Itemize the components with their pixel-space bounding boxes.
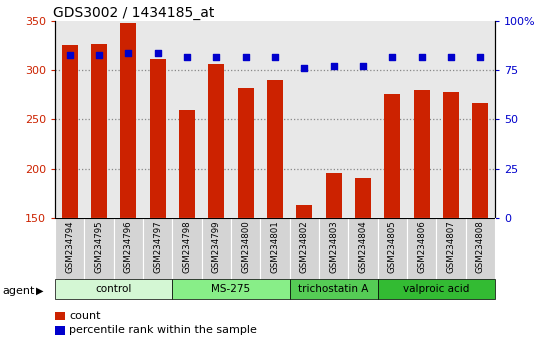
Point <box>212 54 221 59</box>
Bar <box>91 44 107 218</box>
Text: count: count <box>69 311 101 321</box>
Bar <box>378 279 495 299</box>
Text: GSM234799: GSM234799 <box>212 220 221 273</box>
Bar <box>378 218 407 280</box>
Bar <box>326 172 342 218</box>
Bar <box>238 88 254 218</box>
Text: GSM234803: GSM234803 <box>329 220 338 273</box>
Point <box>300 65 309 71</box>
Bar <box>120 23 136 218</box>
Bar <box>172 218 202 280</box>
Bar <box>348 218 378 280</box>
Point <box>476 54 485 59</box>
Text: GSM234795: GSM234795 <box>95 220 103 273</box>
Point <box>271 54 279 59</box>
Text: GDS3002 / 1434185_at: GDS3002 / 1434185_at <box>53 6 214 20</box>
Bar <box>114 218 143 280</box>
Bar <box>290 218 319 280</box>
Text: GSM234805: GSM234805 <box>388 220 397 273</box>
Bar <box>436 218 466 280</box>
Text: GSM234800: GSM234800 <box>241 220 250 273</box>
Point <box>95 52 103 57</box>
Point <box>417 54 426 59</box>
Text: GSM234807: GSM234807 <box>447 220 455 273</box>
Text: MS-275: MS-275 <box>211 284 251 294</box>
Bar <box>143 218 172 280</box>
Text: GSM234794: GSM234794 <box>65 220 74 273</box>
Text: ▶: ▶ <box>36 286 43 296</box>
Point <box>124 50 133 56</box>
Text: agent: agent <box>3 286 35 296</box>
Text: trichostatin A: trichostatin A <box>299 284 369 294</box>
Bar <box>384 94 400 218</box>
Text: GSM234801: GSM234801 <box>271 220 279 273</box>
Bar <box>267 80 283 218</box>
Point <box>153 50 162 56</box>
Bar <box>179 110 195 218</box>
Bar <box>355 178 371 218</box>
Text: GSM234796: GSM234796 <box>124 220 133 273</box>
Bar <box>296 205 312 218</box>
Point <box>329 64 338 69</box>
Text: control: control <box>96 284 132 294</box>
Bar <box>55 279 172 299</box>
Point <box>447 54 455 59</box>
Point <box>388 54 397 59</box>
Bar <box>62 45 78 218</box>
Point <box>241 54 250 59</box>
Bar <box>319 218 348 280</box>
Point <box>65 52 74 57</box>
Point <box>183 54 191 59</box>
Bar <box>208 64 224 218</box>
Point <box>359 64 367 69</box>
Bar <box>202 218 231 280</box>
Text: GSM234804: GSM234804 <box>359 220 367 273</box>
Text: GSM234797: GSM234797 <box>153 220 162 273</box>
Text: GSM234808: GSM234808 <box>476 220 485 273</box>
Bar <box>472 103 488 218</box>
Bar <box>407 218 436 280</box>
Bar <box>466 218 495 280</box>
Bar <box>172 279 290 299</box>
Bar <box>290 279 378 299</box>
Text: GSM234798: GSM234798 <box>183 220 191 273</box>
Text: GSM234806: GSM234806 <box>417 220 426 273</box>
Bar <box>150 58 166 218</box>
Text: percentile rank within the sample: percentile rank within the sample <box>69 325 257 335</box>
Bar <box>84 218 114 280</box>
Bar <box>414 90 430 218</box>
Bar <box>443 92 459 218</box>
Bar <box>231 218 260 280</box>
Text: GSM234802: GSM234802 <box>300 220 309 273</box>
Bar <box>55 218 84 280</box>
Text: valproic acid: valproic acid <box>403 284 470 294</box>
Bar <box>260 218 290 280</box>
